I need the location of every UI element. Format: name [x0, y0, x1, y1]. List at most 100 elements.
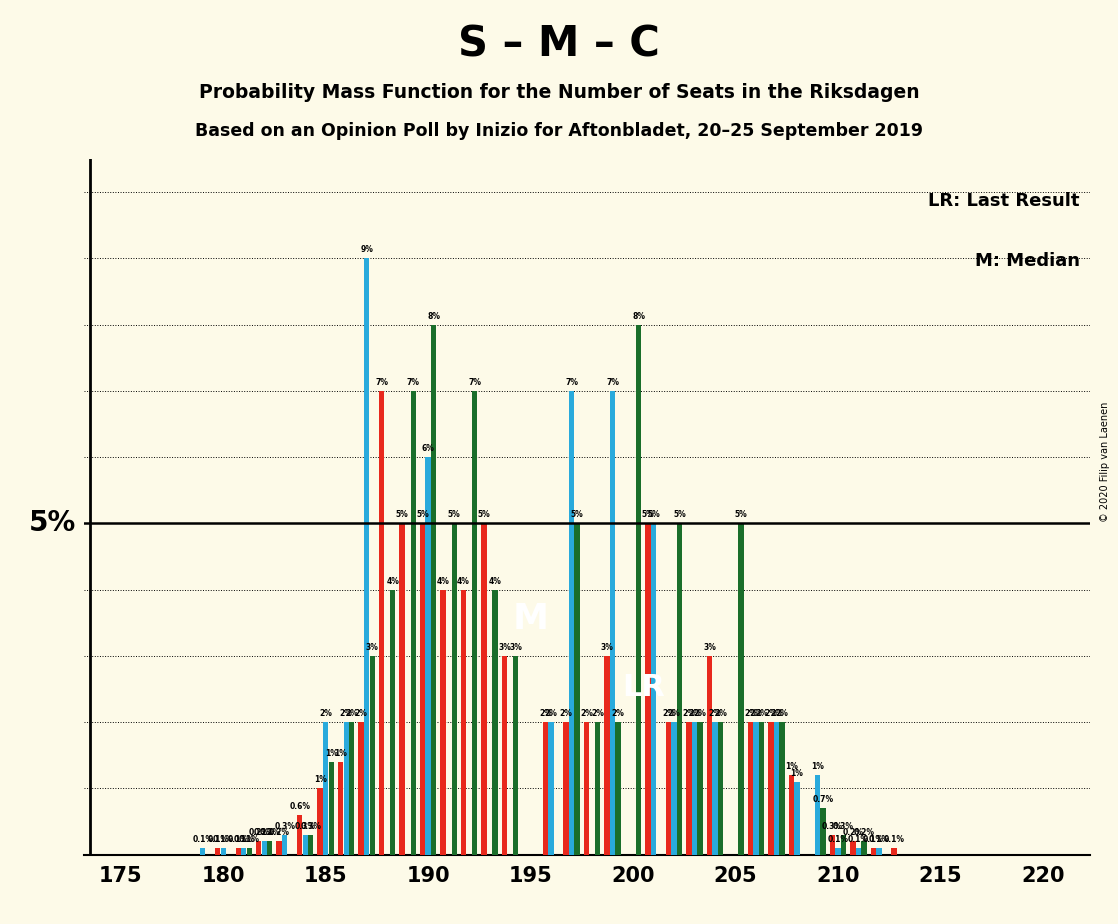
- Bar: [543, 723, 548, 855]
- Bar: [615, 723, 620, 855]
- Text: 0.2%: 0.2%: [268, 829, 290, 837]
- Text: 1%: 1%: [811, 762, 824, 772]
- Bar: [676, 523, 682, 855]
- Bar: [493, 590, 498, 855]
- Text: 5%: 5%: [647, 510, 660, 519]
- Text: 2%: 2%: [714, 710, 727, 718]
- Bar: [686, 723, 692, 855]
- Text: 2%: 2%: [320, 710, 332, 718]
- Bar: [236, 848, 240, 855]
- Bar: [789, 775, 794, 855]
- Bar: [672, 723, 676, 855]
- Bar: [215, 848, 220, 855]
- Text: 0.2%: 0.2%: [254, 829, 275, 837]
- Text: LR: LR: [622, 674, 665, 702]
- Text: M: Median: M: Median: [975, 251, 1080, 270]
- Bar: [359, 723, 363, 855]
- Bar: [502, 656, 508, 855]
- Text: 0.3%: 0.3%: [295, 821, 315, 831]
- Bar: [420, 523, 425, 855]
- Bar: [841, 834, 846, 855]
- Text: 0.3%: 0.3%: [822, 821, 843, 831]
- Text: 3%: 3%: [600, 643, 614, 652]
- Text: 2%: 2%: [560, 710, 572, 718]
- Bar: [712, 723, 718, 855]
- Text: 2%: 2%: [776, 710, 788, 718]
- Text: 4%: 4%: [457, 577, 470, 586]
- Bar: [666, 723, 671, 855]
- Text: 2%: 2%: [765, 710, 777, 718]
- Text: 0.1%: 0.1%: [234, 835, 254, 845]
- Text: Based on an Opinion Poll by Inizio for Aftonbladet, 20–25 September 2019: Based on an Opinion Poll by Inizio for A…: [195, 122, 923, 140]
- Bar: [563, 723, 569, 855]
- Text: 9%: 9%: [360, 246, 373, 254]
- Text: 2%: 2%: [745, 710, 757, 718]
- Text: 4%: 4%: [437, 577, 449, 586]
- Bar: [440, 590, 446, 855]
- Text: 2%: 2%: [612, 710, 625, 718]
- Text: 0.3%: 0.3%: [274, 821, 295, 831]
- Bar: [636, 324, 642, 855]
- Text: 7%: 7%: [407, 378, 419, 387]
- Text: 2%: 2%: [340, 710, 352, 718]
- Text: 0.1%: 0.1%: [847, 835, 869, 845]
- Text: 0.1%: 0.1%: [207, 835, 228, 845]
- Bar: [595, 723, 600, 855]
- Bar: [779, 723, 785, 855]
- Text: M: M: [512, 602, 549, 636]
- Text: 2%: 2%: [693, 710, 707, 718]
- Bar: [461, 590, 466, 855]
- Text: 2%: 2%: [662, 710, 675, 718]
- Text: 1%: 1%: [324, 749, 338, 758]
- Text: 0.3%: 0.3%: [301, 821, 321, 831]
- Bar: [584, 723, 589, 855]
- Text: 1%: 1%: [334, 749, 347, 758]
- Bar: [605, 656, 609, 855]
- Bar: [738, 523, 743, 855]
- Text: 2%: 2%: [539, 710, 552, 718]
- Text: 5%: 5%: [673, 510, 686, 519]
- Bar: [768, 723, 774, 855]
- Text: 7%: 7%: [606, 378, 619, 387]
- Text: 3%: 3%: [499, 643, 511, 652]
- Bar: [759, 723, 765, 855]
- Text: 7%: 7%: [468, 378, 481, 387]
- Text: 1%: 1%: [314, 775, 326, 784]
- Bar: [262, 842, 267, 855]
- Text: 6%: 6%: [421, 444, 435, 453]
- Bar: [549, 723, 553, 855]
- Bar: [323, 723, 329, 855]
- Text: 5%: 5%: [416, 510, 429, 519]
- Bar: [241, 848, 246, 855]
- Text: 7%: 7%: [565, 378, 578, 387]
- Bar: [276, 842, 282, 855]
- Bar: [256, 842, 262, 855]
- Text: 2%: 2%: [354, 710, 368, 718]
- Text: 2%: 2%: [709, 710, 721, 718]
- Text: 0.2%: 0.2%: [248, 829, 269, 837]
- Text: 2%: 2%: [749, 710, 762, 718]
- Bar: [318, 788, 323, 855]
- Text: 0.1%: 0.1%: [212, 835, 234, 845]
- Bar: [200, 848, 206, 855]
- Text: © 2020 Filip van Laenen: © 2020 Filip van Laenen: [1100, 402, 1109, 522]
- Text: 2%: 2%: [580, 710, 593, 718]
- Text: 5%: 5%: [396, 510, 408, 519]
- Bar: [707, 656, 712, 855]
- Text: 1%: 1%: [785, 762, 798, 772]
- Bar: [432, 324, 436, 855]
- Bar: [220, 848, 226, 855]
- Bar: [610, 391, 615, 855]
- Text: 5%: 5%: [735, 510, 748, 519]
- Text: 3%: 3%: [509, 643, 522, 652]
- Text: 0.6%: 0.6%: [290, 802, 310, 811]
- Bar: [482, 523, 486, 855]
- Text: 1%: 1%: [790, 769, 804, 778]
- Text: 2%: 2%: [591, 710, 604, 718]
- Text: LR: Last Result: LR: Last Result: [928, 192, 1080, 210]
- Text: 0.1%: 0.1%: [192, 835, 214, 845]
- Text: 0.2%: 0.2%: [259, 829, 281, 837]
- Bar: [329, 762, 334, 855]
- Bar: [871, 848, 877, 855]
- Bar: [303, 834, 307, 855]
